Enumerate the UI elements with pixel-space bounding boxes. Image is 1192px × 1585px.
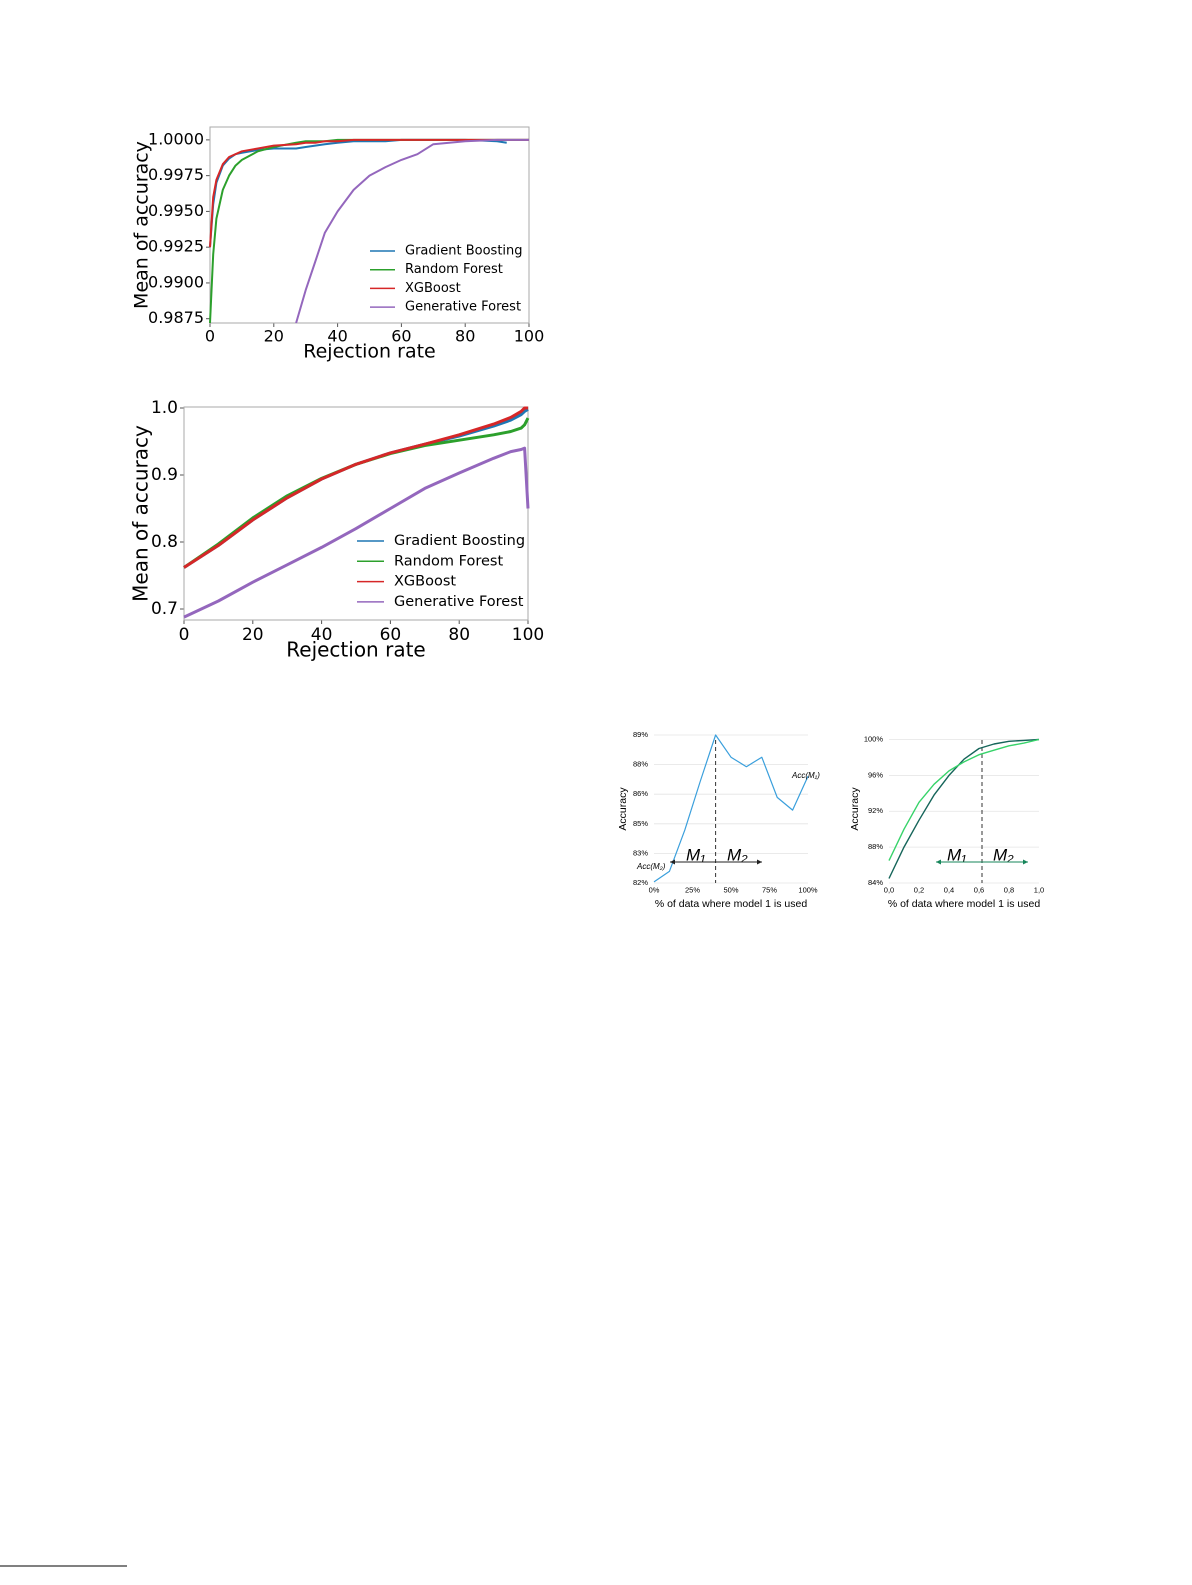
y-tick-label: 0.9 — [151, 465, 178, 485]
x-tick-label: 20 — [242, 625, 264, 645]
x-tick-label: 40 — [327, 327, 347, 346]
x-tick-label: 0 — [205, 327, 215, 346]
y-tick-label: 88% — [633, 760, 648, 769]
x-axis-label: Rejection rate — [303, 341, 435, 363]
legend-label: Random Forest — [405, 262, 503, 277]
chart: 100% 96% 92% 88% 84%0,0 0,2 0,4 0,6 0,8 1,0 M₁ M₂ % … — [849, 734, 1044, 909]
y-tick-label: 89% — [633, 730, 648, 739]
chart: 1.0 0.9 0.8 0.70 20 40 60 80 100 Gradient Boostin… — [129, 398, 545, 661]
series-line — [888, 738, 1040, 861]
y-tick-label: 83% — [633, 848, 648, 857]
legend-label: Generative Forest — [394, 594, 524, 610]
legend-label: Random Forest — [394, 553, 503, 569]
y-tick-label: 0.7 — [151, 599, 178, 619]
y-tick-label: 84% — [868, 878, 883, 887]
x-tick-label: 75% — [762, 886, 777, 895]
plot-frame — [209, 126, 530, 324]
series-line — [888, 738, 1040, 879]
x-axis-label: % of data where model 1 is used — [655, 898, 807, 910]
y-tick-label: 0.8 — [151, 532, 178, 552]
y-tick-label: 0.9875 — [148, 308, 204, 327]
x-tick-label: 80 — [448, 625, 470, 645]
y-tick-label: 92% — [868, 806, 883, 815]
x-tick-label: 1,0 — [1034, 886, 1044, 895]
y-tick-label: 85% — [633, 819, 648, 828]
legend-label: XGBoost — [405, 281, 461, 296]
x-tick-label: 0 — [179, 625, 190, 645]
legend-label: XGBoost — [394, 574, 456, 590]
x-tick-label: 0,8 — [1004, 886, 1014, 895]
y-tick-label: 88% — [868, 842, 883, 851]
x-tick-label: 0% — [649, 886, 660, 895]
x-tick-label: 80 — [455, 327, 475, 346]
y-tick-label: 0.9975 — [148, 165, 204, 184]
y-tick-label: 1.0000 — [148, 129, 204, 148]
legend-label: Gradient Boosting — [394, 533, 525, 549]
chart: 89% 88% 86% 85% 83% 82%0% 25% 50% 75% 100% Acc(M₁)… — [617, 730, 820, 910]
y-tick-label: 86% — [633, 789, 648, 798]
series-line — [653, 734, 809, 883]
y-tick-label: 0.9925 — [148, 237, 204, 256]
y-tick-label: 82% — [633, 878, 648, 887]
legend-label: Gradient Boosting — [405, 244, 523, 259]
series-line — [183, 446, 530, 619]
x-tick-label: 25% — [685, 886, 700, 895]
y-axis-label: Mean of accuracy — [131, 141, 153, 309]
annotation: M₂ — [993, 845, 1014, 864]
x-axis-label: % of data where model 1 is used — [888, 898, 1040, 910]
y-axis-label: Accuracy — [617, 787, 629, 831]
x-tick-label: 0,4 — [944, 886, 954, 895]
plot-frame — [183, 406, 529, 621]
x-tick-label: 0,0 — [884, 886, 894, 895]
x-tick-label: 100 — [512, 625, 544, 645]
series-line — [295, 138, 529, 324]
annotation: M₁ — [947, 845, 967, 864]
annotation: M₂ — [727, 845, 748, 864]
y-tick-label: 96% — [868, 770, 883, 779]
x-tick-label: 0,6 — [974, 886, 984, 895]
series-line — [209, 138, 529, 248]
x-tick-label: 100% — [798, 886, 818, 895]
y-axis-label: Accuracy — [849, 787, 861, 831]
y-axis-label: Mean of accuracy — [129, 425, 153, 602]
x-tick-label: 60 — [380, 625, 402, 645]
x-axis-label: Rejection rate — [286, 638, 425, 662]
y-tick-label: 1.0 — [151, 398, 178, 418]
y-tick-label: 0.9900 — [148, 272, 204, 291]
y-tick-label: 0.9950 — [148, 201, 204, 220]
annotation: Acc(M₂) — [636, 862, 666, 871]
series-line — [183, 406, 528, 569]
x-tick-label: 0,2 — [914, 886, 924, 895]
x-tick-label: 20 — [264, 327, 284, 346]
x-tick-label: 50% — [723, 886, 738, 895]
legend-label: Generative Forest — [405, 300, 521, 315]
annotation: Acc(M₁) — [791, 771, 820, 780]
x-tick-label: 40 — [311, 625, 333, 645]
x-tick-label: 100 — [514, 327, 545, 346]
y-tick-label: 100% — [864, 734, 884, 743]
x-tick-label: 60 — [391, 327, 411, 346]
annotation: M₁ — [686, 845, 706, 864]
